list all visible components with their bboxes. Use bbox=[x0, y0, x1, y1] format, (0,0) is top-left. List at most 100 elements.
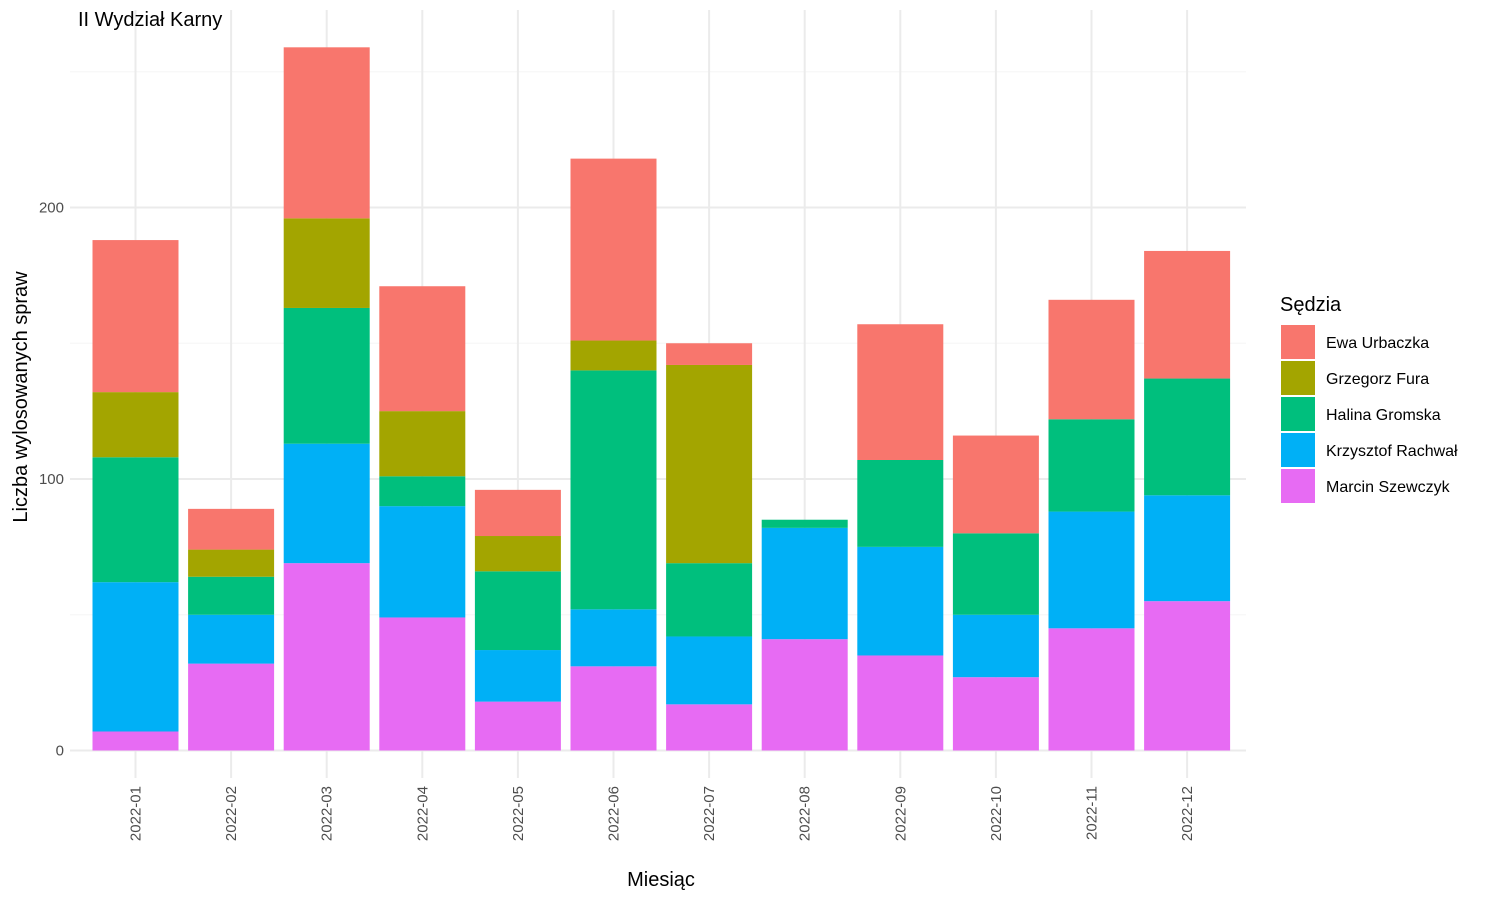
bar-segment bbox=[92, 392, 179, 458]
bar-segment bbox=[857, 324, 944, 460]
legend-label: Grzegorz Fura bbox=[1326, 371, 1429, 388]
bar-segment bbox=[188, 549, 275, 577]
bar-segment bbox=[1048, 511, 1135, 629]
bar-segment bbox=[92, 731, 179, 751]
bar-segment bbox=[474, 701, 561, 751]
legend-swatch bbox=[1281, 397, 1315, 431]
legend-item: Krzysztof Rachwał bbox=[1281, 433, 1458, 467]
bar-segment bbox=[188, 576, 275, 615]
bar-segment bbox=[570, 370, 657, 610]
bar-stack-2022-10 bbox=[952, 435, 1039, 751]
x-tick-label: 2022-11 bbox=[1084, 786, 1101, 840]
x-tick-label: 2022-10 bbox=[988, 786, 1005, 841]
bar-segment bbox=[379, 411, 466, 477]
bar-segment bbox=[474, 489, 561, 537]
bar-segment bbox=[857, 655, 944, 751]
bar-segment bbox=[1048, 419, 1135, 512]
legend-title: Sędzia bbox=[1280, 294, 1342, 316]
bar-segment bbox=[1144, 601, 1231, 751]
bar-segment bbox=[1144, 495, 1231, 602]
x-axis-ticks: 2022-01 2022-02 2022-03 2022-04 2022-05 2022-… bbox=[128, 786, 1197, 841]
bar-segment bbox=[570, 609, 657, 667]
legend-label: Ewa Urbaczka bbox=[1326, 335, 1429, 352]
bar-segment bbox=[570, 158, 657, 341]
x-tick-label: 2022-06 bbox=[606, 786, 623, 841]
bar-stack-2022-02 bbox=[188, 508, 275, 751]
bar-segment bbox=[761, 519, 848, 528]
legend-swatch bbox=[1281, 361, 1315, 395]
bar-segment bbox=[761, 639, 848, 751]
bar-segment bbox=[666, 364, 753, 564]
legend-item: Grzegorz Fura bbox=[1281, 361, 1429, 395]
bars bbox=[92, 47, 1231, 751]
bar-segment bbox=[188, 614, 275, 664]
bar-segment bbox=[283, 218, 370, 308]
bar-segment bbox=[1048, 628, 1135, 751]
bar-segment bbox=[188, 508, 275, 550]
bar-segment bbox=[666, 636, 753, 705]
bar-stack-2022-09 bbox=[857, 324, 944, 751]
bar-segment bbox=[666, 704, 753, 751]
legend-label: Halina Gromska bbox=[1326, 407, 1441, 424]
legend-label: Marcin Szewczyk bbox=[1326, 479, 1451, 496]
bar-segment bbox=[952, 435, 1039, 534]
bar-stack-2022-12 bbox=[1144, 250, 1231, 751]
bar-segment bbox=[283, 443, 370, 564]
bar-segment bbox=[379, 617, 466, 751]
bar-segment bbox=[952, 533, 1039, 615]
bar-segment bbox=[92, 582, 179, 732]
y-tick-label: 0 bbox=[56, 743, 64, 760]
legend-item: Ewa Urbaczka bbox=[1281, 325, 1429, 359]
bar-stack-2022-05 bbox=[474, 489, 561, 751]
x-tick-label: 2022-05 bbox=[510, 786, 527, 841]
legend-swatch bbox=[1281, 433, 1315, 467]
bar-stack-2022-06 bbox=[570, 158, 657, 751]
bar-stack-2022-11 bbox=[1048, 299, 1135, 751]
bar-segment bbox=[283, 47, 370, 219]
bar-segment bbox=[952, 614, 1039, 678]
x-axis-title: Miesiąc bbox=[627, 869, 695, 891]
y-axis-ticks: 0 100 200 bbox=[39, 200, 64, 760]
bar-segment bbox=[474, 650, 561, 702]
legend-swatch bbox=[1281, 325, 1315, 359]
bar-stack-2022-08 bbox=[761, 519, 848, 751]
x-tick-label: 2022-12 bbox=[1179, 786, 1196, 841]
chart-title: II Wydział Karny bbox=[78, 9, 222, 31]
legend-label: Krzysztof Rachwał bbox=[1326, 443, 1458, 460]
bar-segment bbox=[666, 343, 753, 365]
legend-swatch bbox=[1281, 469, 1315, 503]
bar-stack-2022-03 bbox=[283, 47, 370, 751]
y-tick-label: 200 bbox=[39, 200, 64, 217]
legend-item: Halina Gromska bbox=[1281, 397, 1441, 431]
x-tick-label: 2022-07 bbox=[701, 786, 718, 841]
bar-segment bbox=[188, 663, 275, 751]
bar-stack-2022-07 bbox=[666, 343, 753, 751]
bar-segment bbox=[761, 527, 848, 640]
bar-segment bbox=[283, 563, 370, 751]
bar-segment bbox=[283, 307, 370, 444]
x-tick-label: 2022-03 bbox=[319, 786, 336, 841]
x-tick-label: 2022-09 bbox=[892, 786, 909, 841]
bar-stack-2022-04 bbox=[379, 286, 466, 751]
x-tick-label: 2022-08 bbox=[797, 786, 814, 841]
x-tick-label: 2022-04 bbox=[414, 786, 431, 841]
bar-segment bbox=[666, 563, 753, 637]
bar-segment bbox=[92, 457, 179, 583]
bar-segment bbox=[379, 286, 466, 412]
legend: Sędzia Ewa Urbaczka Grzegorz Fura Halina G… bbox=[1280, 294, 1458, 503]
bar-segment bbox=[570, 340, 657, 371]
bar-segment bbox=[92, 240, 179, 393]
y-tick-label: 100 bbox=[39, 471, 64, 488]
bar-segment bbox=[1144, 378, 1231, 496]
bar-segment bbox=[379, 506, 466, 618]
legend-item: Marcin Szewczyk bbox=[1281, 469, 1451, 503]
y-axis-title: Liczba wylosowanych spraw bbox=[10, 271, 32, 523]
bar-stack-2022-01 bbox=[92, 240, 179, 751]
bar-segment bbox=[570, 666, 657, 751]
bar-segment bbox=[857, 546, 944, 656]
bar-segment bbox=[474, 571, 561, 651]
bar-segment bbox=[952, 677, 1039, 751]
bar-segment bbox=[379, 476, 466, 507]
